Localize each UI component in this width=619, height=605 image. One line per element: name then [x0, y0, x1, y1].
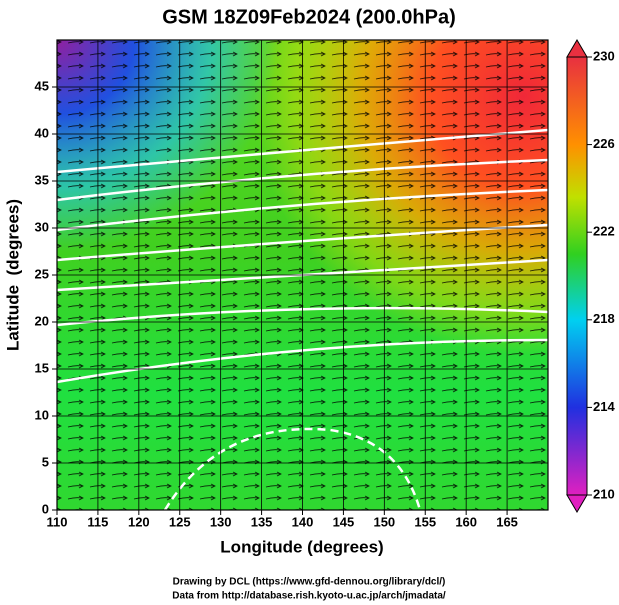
- colorbar-tick-label: 218: [593, 311, 615, 326]
- x-tick-label: 115: [87, 514, 108, 529]
- y-tick-label: 35: [35, 172, 49, 187]
- chart-title: GSM 18Z09Feb2024 (200.0hPa): [162, 6, 455, 28]
- colorbar-tick-label: 214: [593, 399, 615, 414]
- colorbar-tick-label: 230: [593, 48, 615, 63]
- x-tick-label: 160: [455, 514, 477, 529]
- y-tick-label: 30: [35, 219, 49, 234]
- y-tick-label: 20: [35, 313, 49, 328]
- x-tick-label: 135: [251, 514, 273, 529]
- x-tick-label: 130: [210, 514, 232, 529]
- x-tick-label: 125: [169, 514, 191, 529]
- x-tick-label: 145: [333, 514, 355, 529]
- colorbar-tick-label: 222: [593, 224, 615, 239]
- y-tick-label: 15: [35, 360, 49, 375]
- y-tick-label: 5: [42, 454, 49, 469]
- grid: [56, 40, 548, 511]
- x-tick-label: 140: [292, 514, 314, 529]
- x-tick-label: 120: [128, 514, 150, 529]
- colorbar: [566, 39, 588, 513]
- y-tick-label: 45: [35, 78, 49, 93]
- x-tick-label: 165: [496, 514, 518, 529]
- y-tick-label: 40: [35, 125, 49, 140]
- x-tick-label: 110: [47, 514, 68, 529]
- y-axis-label: Latitude (degrees): [3, 199, 22, 351]
- y-tick-label: 10: [35, 407, 49, 422]
- footnote: Data from http://database.rish.kyoto-u.a…: [172, 591, 446, 602]
- footnote: Drawing by DCL (https://www.gfd-dennou.o…: [173, 577, 446, 588]
- x-tick-label: 150: [373, 514, 395, 529]
- colorbar-tick-label: 226: [593, 136, 615, 151]
- x-tick-label: 155: [414, 514, 436, 529]
- y-tick-label: 0: [42, 501, 49, 516]
- x-axis-label: Longitude (degrees): [220, 537, 383, 556]
- colorbar-tick-label: 210: [593, 486, 615, 501]
- y-tick-label: 25: [35, 266, 49, 281]
